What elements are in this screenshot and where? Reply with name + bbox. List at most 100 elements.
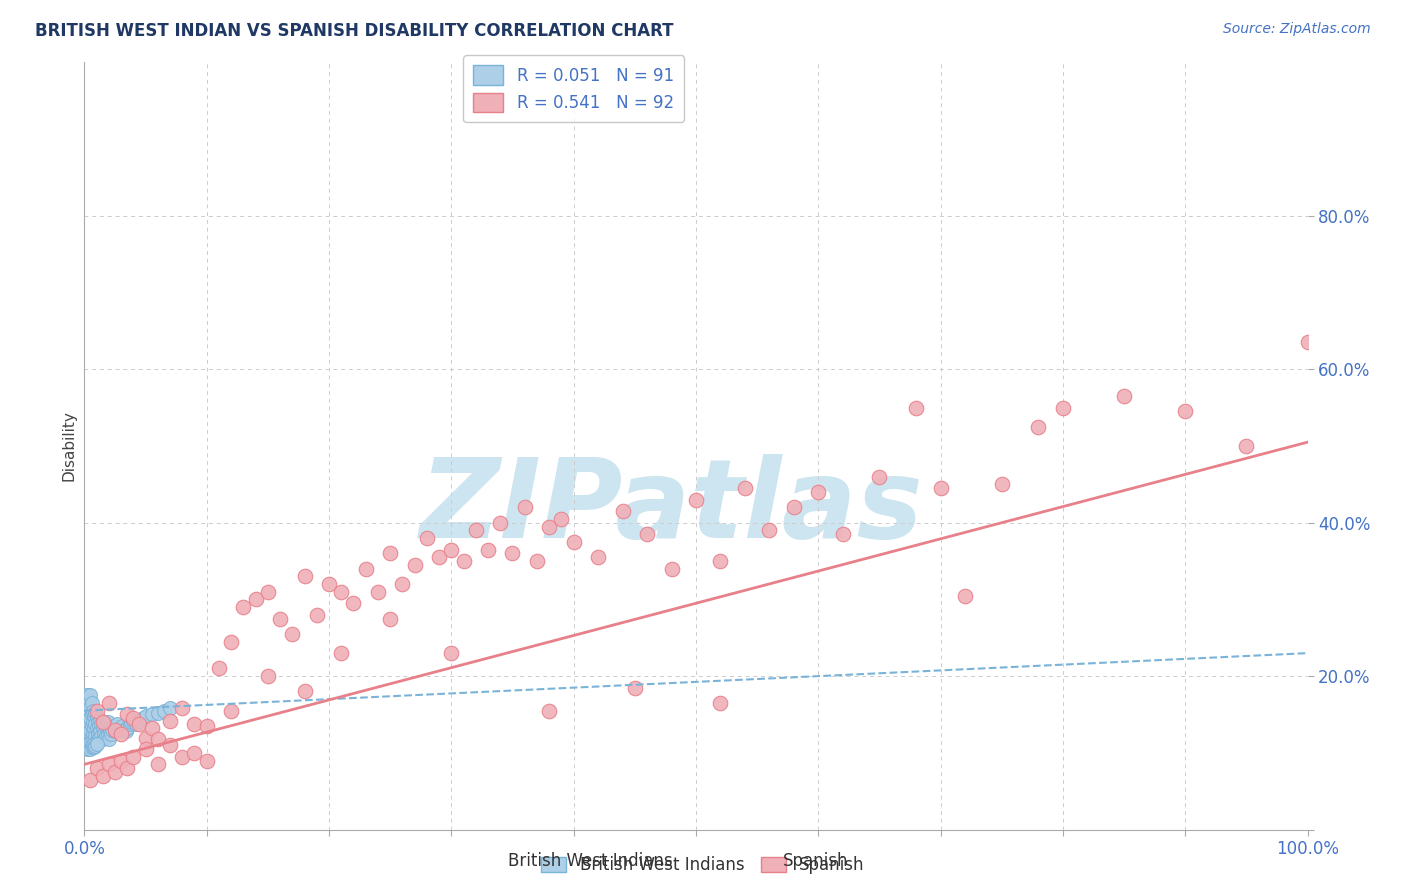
Point — [195, 719, 218, 733]
Point — [77, 717, 100, 731]
Point — [80, 707, 103, 722]
Point — [146, 757, 169, 772]
Point — [94, 731, 117, 745]
Point — [112, 723, 135, 737]
Point — [96, 729, 118, 743]
Point — [76, 696, 98, 710]
Point — [929, 481, 952, 495]
Point — [83, 709, 105, 723]
Point — [153, 704, 176, 718]
Point — [159, 738, 181, 752]
Point — [183, 746, 205, 760]
Point — [80, 696, 103, 710]
Point — [75, 704, 97, 718]
Point — [132, 711, 155, 725]
Point — [82, 704, 104, 718]
Point — [122, 711, 145, 725]
Point — [1296, 335, 1319, 350]
Point — [84, 717, 107, 731]
Point — [118, 716, 141, 731]
Point — [76, 742, 98, 756]
Point — [538, 519, 561, 533]
Point — [624, 681, 647, 695]
Point — [831, 527, 853, 541]
Point — [86, 761, 108, 775]
Point — [1114, 389, 1136, 403]
Point — [367, 584, 389, 599]
Point — [953, 589, 976, 603]
Point — [219, 634, 242, 648]
Point — [80, 719, 103, 733]
Point — [685, 492, 707, 507]
Point — [294, 569, 316, 583]
Point — [159, 714, 181, 728]
Point — [93, 726, 115, 740]
Point — [87, 719, 110, 733]
Point — [80, 739, 103, 754]
Point — [709, 696, 731, 710]
Point — [342, 596, 364, 610]
Point — [104, 723, 127, 737]
Point — [318, 577, 340, 591]
Point — [125, 716, 148, 731]
Point — [172, 749, 194, 764]
Point — [100, 726, 122, 740]
Point — [330, 646, 353, 660]
Point — [128, 714, 150, 728]
Point — [709, 554, 731, 568]
Point — [115, 707, 138, 722]
Y-axis label: Disability: Disability — [60, 410, 76, 482]
Point — [513, 500, 536, 515]
Point — [82, 726, 104, 740]
Point — [758, 524, 780, 538]
Point — [245, 592, 267, 607]
Text: ZIPatlas: ZIPatlas — [419, 454, 924, 561]
Point — [75, 715, 97, 730]
Point — [87, 726, 110, 740]
Point — [172, 701, 194, 715]
Point — [84, 729, 107, 743]
Point — [89, 724, 111, 739]
Point — [103, 719, 125, 733]
Point — [86, 738, 108, 752]
Point — [404, 558, 426, 572]
Point — [77, 729, 100, 743]
Point — [79, 734, 101, 748]
Point — [208, 661, 231, 675]
Point — [77, 694, 100, 708]
Point — [75, 739, 97, 754]
Point — [110, 726, 132, 740]
Point — [219, 704, 242, 718]
Point — [76, 689, 98, 703]
Point — [440, 646, 463, 660]
Point — [79, 772, 101, 787]
Point — [661, 562, 683, 576]
Point — [77, 738, 100, 752]
Legend: R = 0.051   N = 91, R = 0.541   N = 92: R = 0.051 N = 91, R = 0.541 N = 92 — [464, 55, 683, 122]
Point — [257, 584, 280, 599]
Point — [82, 738, 104, 752]
Point — [94, 719, 117, 733]
Point — [905, 401, 928, 415]
Point — [98, 724, 121, 739]
Point — [135, 731, 157, 745]
Point — [77, 698, 100, 712]
Point — [82, 715, 104, 730]
Point — [135, 709, 157, 723]
Point — [380, 612, 402, 626]
Point — [83, 721, 105, 735]
Point — [96, 717, 118, 731]
Point — [550, 512, 572, 526]
Point — [257, 669, 280, 683]
Point — [84, 739, 107, 753]
Point — [79, 742, 101, 756]
Point — [330, 584, 353, 599]
Point — [562, 534, 585, 549]
Point — [79, 723, 101, 737]
Point — [807, 485, 830, 500]
Point — [76, 719, 98, 733]
Point — [86, 721, 108, 735]
Point — [77, 721, 100, 735]
Point — [991, 477, 1014, 491]
Point — [90, 729, 112, 743]
